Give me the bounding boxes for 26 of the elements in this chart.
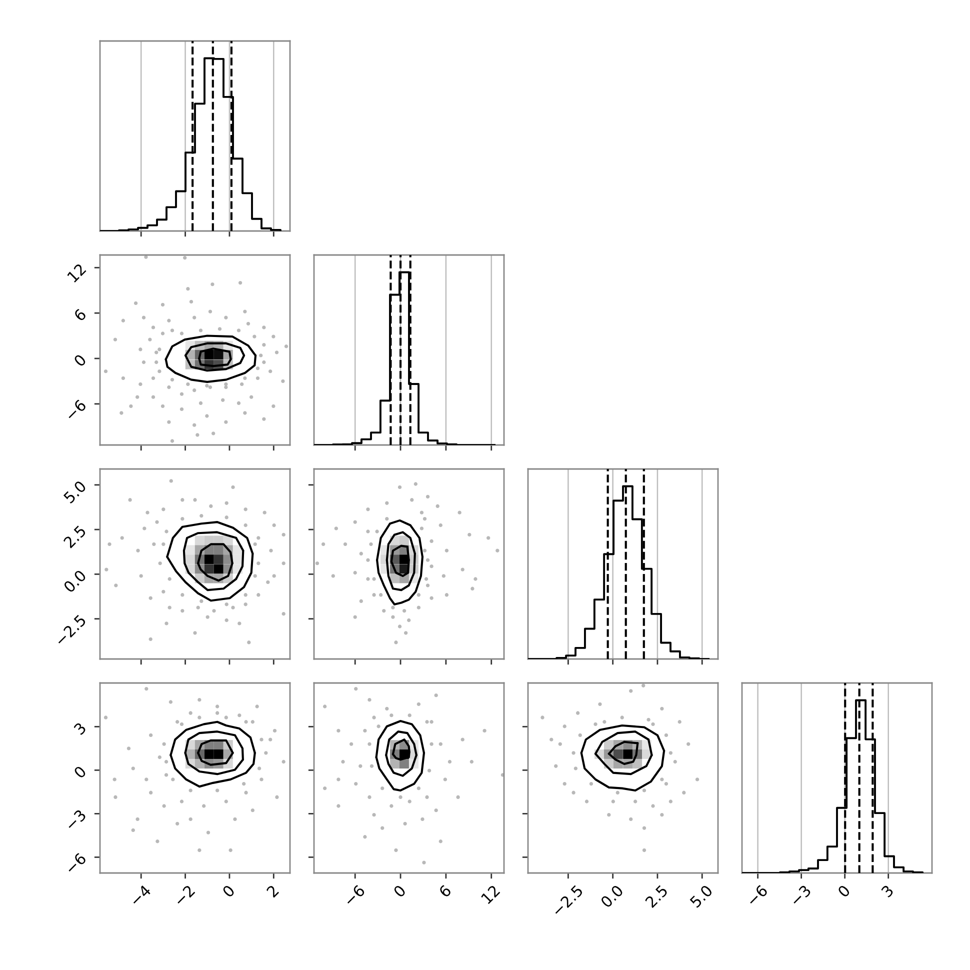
x-tick-label: −3 (789, 884, 812, 907)
y-tick-label: 0 (73, 354, 87, 368)
x-tick-label: 0 (222, 884, 236, 898)
x-tick-label: −6 (343, 884, 366, 907)
x-tick-label: 12 (480, 884, 500, 904)
x-tick-label: 0 (837, 884, 851, 898)
y-tick-label: −6 (64, 398, 87, 422)
y-tick-label: −6 (64, 852, 87, 875)
y-tick-label: 3 (73, 722, 87, 736)
y-tick-label: 5.0 (62, 480, 87, 504)
y-tick-label: 6 (73, 308, 87, 322)
x-tick-label: 2 (266, 884, 279, 898)
x-tick-label: 6 (438, 884, 452, 898)
x-tick-label: 2.5 (644, 884, 668, 908)
y-tick-label: 0 (73, 765, 87, 779)
x-tick-label: −4 (129, 884, 152, 906)
y-tick-label: 0.0 (62, 569, 87, 594)
x-tick-label: 0 (392, 884, 406, 898)
x-tick-label: 3 (880, 884, 894, 898)
x-tick-label: −2 (173, 884, 196, 906)
x-tick-label: 5.0 (689, 884, 714, 908)
x-tick-label: −6 (746, 884, 768, 907)
y-tick-label: 2.5 (62, 524, 87, 548)
y-tick-label: 12 (66, 263, 86, 283)
x-tick-label: 0.0 (600, 884, 624, 908)
y-tick-label: −3 (64, 808, 87, 832)
